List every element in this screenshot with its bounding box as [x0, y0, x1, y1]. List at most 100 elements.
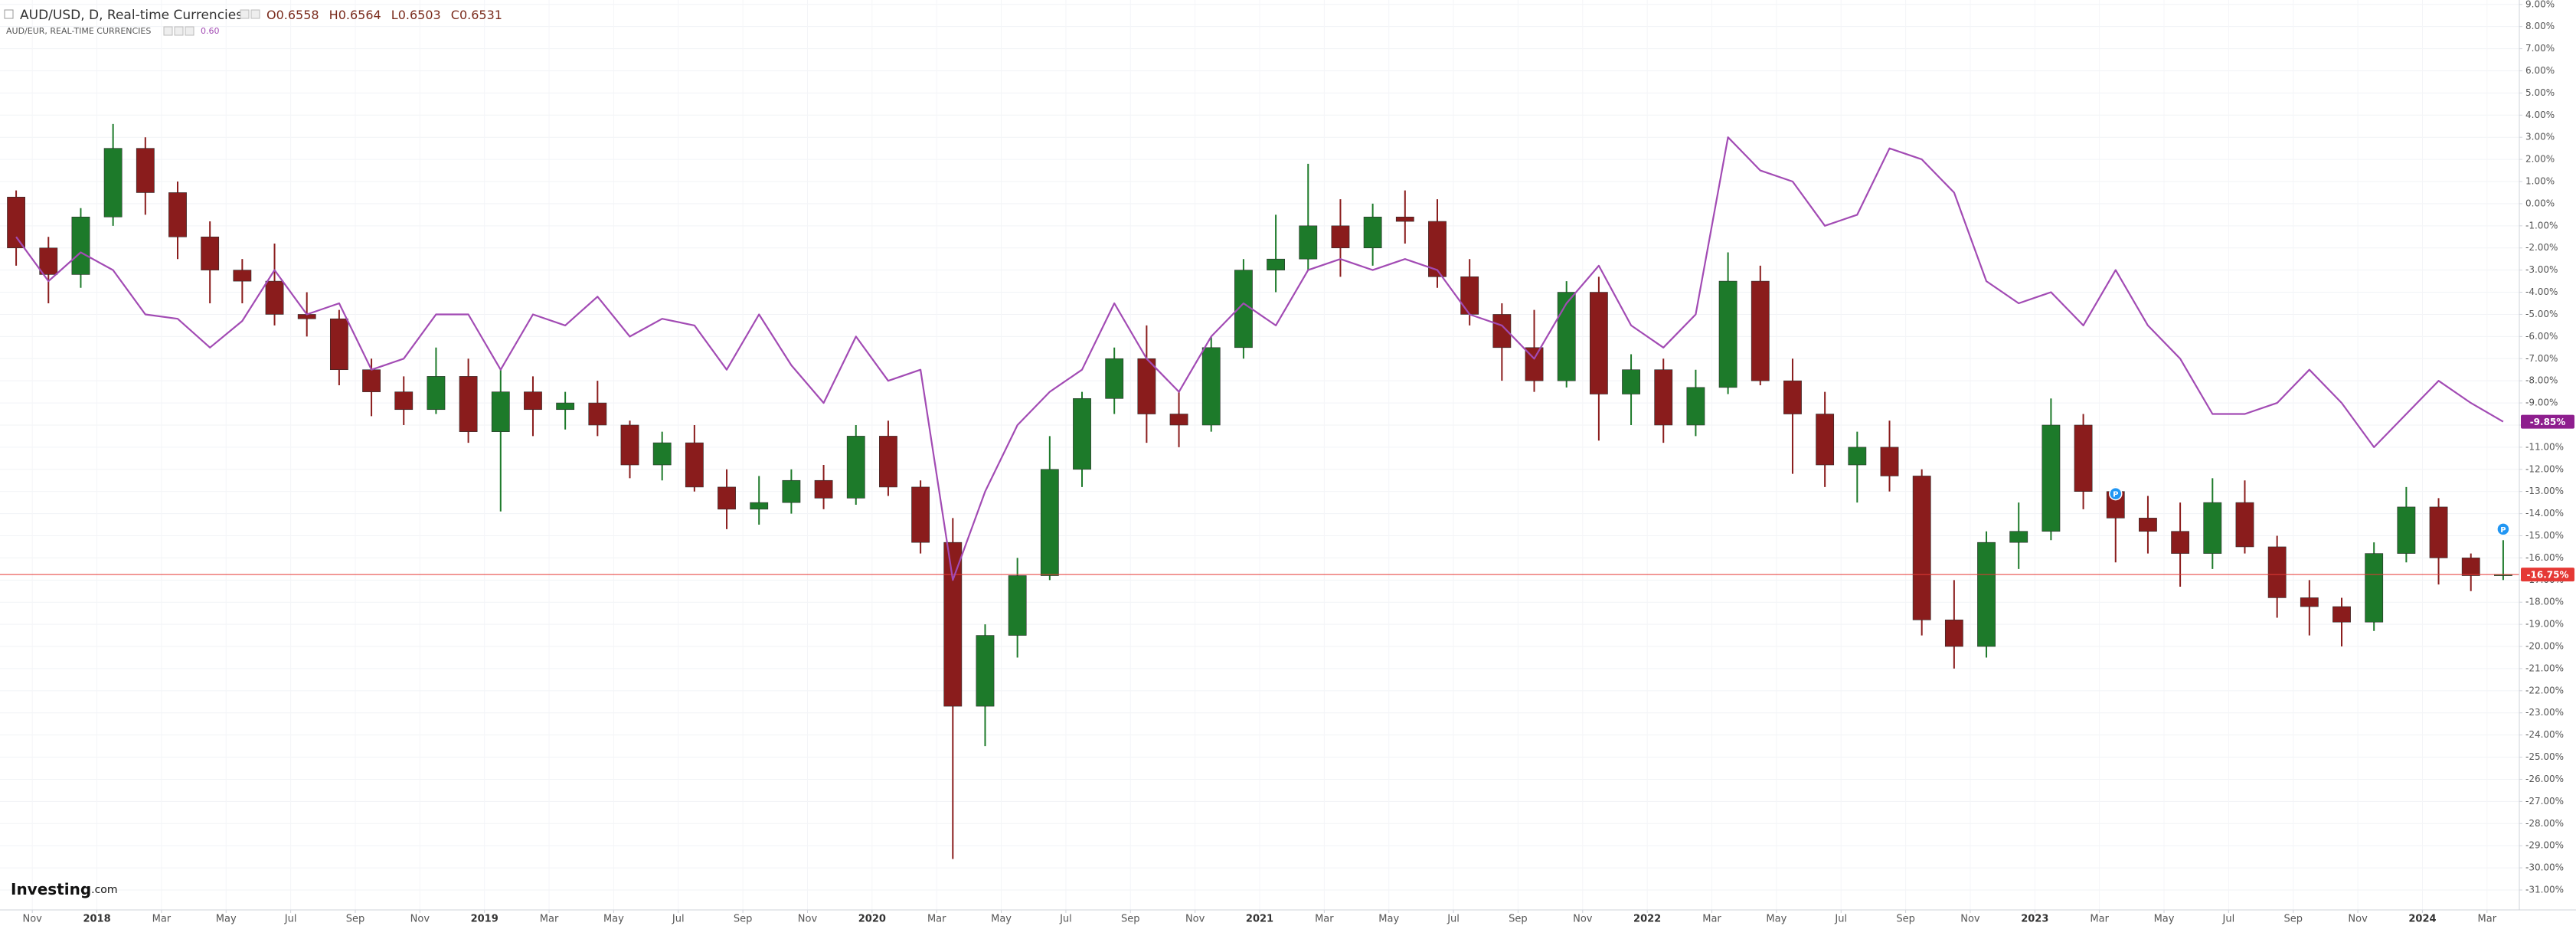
candle-body — [1751, 280, 1770, 381]
candle-body — [879, 436, 897, 488]
collapse-icon[interactable] — [4, 9, 14, 19]
legend-ohlc: O0.6558 H0.6564 L0.6503 C0.6531 — [266, 8, 502, 22]
x-tick-label: Sep — [1509, 914, 1528, 925]
y-tick-label: -15.00% — [2525, 530, 2564, 541]
y-tick-label: -1.00% — [2525, 220, 2558, 231]
ohlc-low: L0.6503 — [391, 8, 441, 22]
candle-body — [459, 376, 478, 432]
y-tick-label: -21.00% — [2525, 663, 2564, 673]
x-tick-label: Sep — [734, 914, 753, 925]
last-value-badge: -9.85% — [2521, 414, 2574, 429]
x-tick-label: Mar — [927, 914, 946, 925]
y-tick-label: -18.00% — [2525, 597, 2564, 607]
y-tick-label: 0.00% — [2525, 198, 2555, 208]
y-tick-label: -6.00% — [2525, 331, 2558, 342]
candle-body — [2139, 518, 2157, 532]
candle-body — [2235, 502, 2254, 548]
candle-body — [846, 436, 865, 499]
x-tick-label: Jul — [1059, 914, 1072, 925]
candle-body — [394, 391, 414, 411]
x-tick-label: 2019 — [471, 914, 499, 925]
grid — [0, 0, 2519, 910]
candle-body — [685, 442, 704, 488]
candle-body — [2461, 558, 2480, 576]
x-tick-label: May — [1378, 914, 1399, 925]
candle-body — [943, 542, 963, 707]
y-tick-label: 6.00% — [2525, 65, 2555, 76]
y-tick-label: -16.00% — [2525, 552, 2564, 563]
candle-body — [782, 479, 801, 503]
x-tick-label: Nov — [1960, 914, 1980, 925]
candle-body — [1718, 280, 1737, 388]
plot-area: PP — [0, 123, 2519, 859]
legend-icons — [240, 9, 260, 19]
x-tick-label: May — [991, 914, 1012, 925]
logo: Investing.com — [11, 880, 118, 898]
x-tick-label: Jul — [1834, 914, 1847, 925]
icon[interactable] — [240, 9, 250, 19]
candle-body — [1201, 347, 1221, 426]
candle-body — [911, 486, 930, 543]
y-tick-label: -11.00% — [2525, 441, 2564, 452]
x-tick-label: Sep — [1896, 914, 1915, 925]
icon[interactable] — [250, 9, 260, 19]
candle-body — [265, 280, 284, 315]
x-tick-label: Nov — [1573, 914, 1593, 925]
candle-body — [1944, 620, 1963, 647]
y-tick-label: 1.00% — [2525, 176, 2555, 187]
x-tick-label: 2021 — [1246, 914, 1273, 925]
candle-body — [1299, 225, 1318, 260]
x-tick-label: Nov — [798, 914, 818, 925]
y-tick-label: -5.00% — [2525, 309, 2558, 319]
ohlc-open: O0.6558 — [266, 8, 319, 22]
candle-body — [168, 192, 187, 237]
candle-body — [7, 196, 25, 249]
candle-body — [1460, 276, 1479, 315]
last-value-badge: -16.75% — [2521, 568, 2574, 582]
y-tick-label: -2.00% — [2525, 242, 2558, 253]
x-tick-label: Mar — [1702, 914, 1721, 925]
x-tick-label: Jul — [1447, 914, 1460, 925]
x-tick-label: Mar — [152, 914, 172, 925]
candle-body — [556, 402, 575, 411]
y-tick-label: -22.00% — [2525, 685, 2564, 695]
ohlc-close: C0.6531 — [451, 8, 502, 22]
candle-body — [1105, 358, 1124, 399]
candle-body — [233, 270, 252, 282]
x-tick-label: Jul — [2222, 914, 2235, 925]
icon[interactable] — [185, 26, 195, 36]
badge-label: -16.75% — [2527, 570, 2569, 581]
x-tick-label: 2022 — [1633, 914, 1661, 925]
candle-body — [1816, 414, 1835, 466]
y-tick-label: -12.00% — [2525, 463, 2564, 474]
x-tick-label: Sep — [2283, 914, 2303, 925]
candle-body — [2429, 506, 2448, 558]
candle-body — [718, 486, 736, 510]
logo-brand: Investing — [11, 880, 91, 898]
candle-body — [2267, 546, 2287, 598]
legend: AUD/USD, D, Real-time Currencies O0.6558… — [4, 8, 502, 36]
candle-body — [1686, 387, 1705, 426]
icon[interactable] — [163, 26, 173, 36]
x-tick-label: Mar — [1315, 914, 1334, 925]
candle-body — [201, 236, 220, 270]
candle-body — [2397, 506, 2416, 554]
event-marker-label: P — [2500, 526, 2506, 535]
x-tick-label: May — [216, 914, 237, 925]
candle-body — [750, 502, 769, 510]
x-tick-label: Nov — [22, 914, 42, 925]
legend-icons — [163, 26, 195, 36]
icon[interactable] — [174, 26, 184, 36]
y-tick-label: -27.00% — [2525, 796, 2564, 807]
x-tick-label: 2024 — [2408, 914, 2436, 925]
candle-body — [588, 402, 607, 426]
candle-body — [362, 369, 381, 392]
candle-body — [2203, 502, 2222, 554]
y-tick-label: -26.00% — [2525, 774, 2564, 784]
event-marker — [2496, 522, 2510, 536]
candle-body — [2365, 553, 2384, 623]
x-tick-label: 2023 — [2021, 914, 2048, 925]
x-tick-label: May — [603, 914, 624, 925]
x-tick-label: Nov — [410, 914, 430, 925]
x-tick-label: 2020 — [858, 914, 886, 925]
